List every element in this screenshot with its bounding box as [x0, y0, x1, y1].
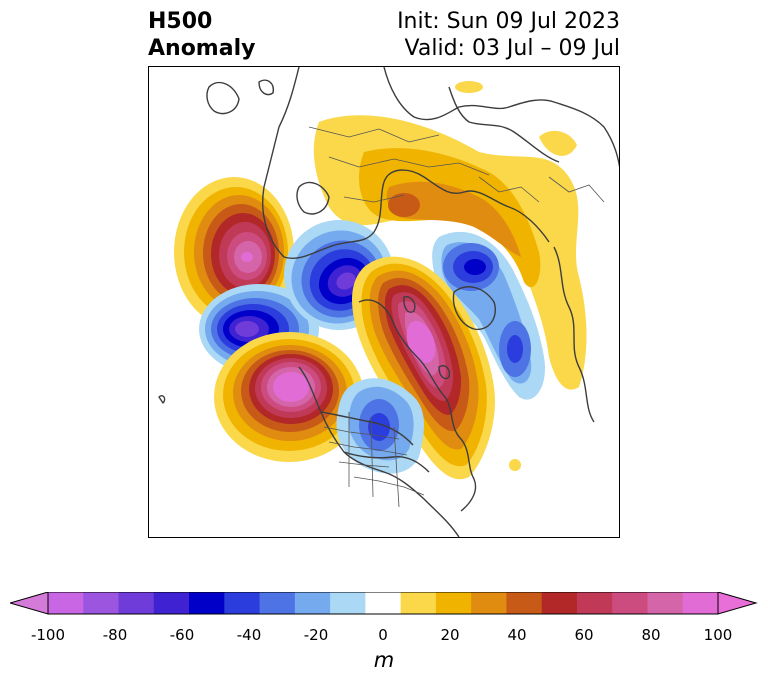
colorbar-tick-label: 60: [574, 626, 594, 644]
colorbar: [10, 592, 758, 615]
colorbar-segment: [118, 592, 155, 614]
colorbar-segment: [612, 592, 648, 614]
valid-range: Valid: 03 Jul – 09 Jul: [404, 36, 620, 61]
colorbar-tick-label: -80: [102, 626, 128, 644]
title-field: H500: [148, 9, 213, 34]
colorbar-tick-label: -60: [169, 626, 195, 644]
colorbar-segment: [541, 592, 578, 614]
colorbar-segment: [224, 592, 261, 614]
colorbar-tick-label: 0: [378, 626, 388, 644]
trough-siberia: [432, 231, 545, 400]
ridge-asia: [313, 81, 587, 471]
colorbar-segment: [506, 592, 543, 614]
colorbar-segment: [259, 592, 296, 614]
anomaly-map: [158, 67, 619, 537]
colorbar-tick-label: 80: [641, 626, 661, 644]
colorbar-unit: m: [373, 648, 395, 672]
colorbar-segments: [48, 592, 719, 614]
colorbar-segment: [400, 592, 437, 614]
colorbar-segment: [435, 592, 472, 614]
colorbar-outline: [47, 592, 719, 615]
colorbar-segment: [189, 592, 225, 614]
map-dates: Init: Sun 09 Jul 2023 Valid: 03 Jul – 09…: [397, 8, 620, 62]
init-date: Init: Sun 09 Jul 2023: [397, 9, 620, 34]
colorbar-segment: [365, 592, 402, 614]
colorbar-tick-label: 100: [703, 626, 733, 644]
colorbar-tick-label: 20: [440, 626, 460, 644]
title-field-sub: Anomaly: [148, 36, 256, 61]
political-borders: [308, 126, 605, 508]
colorbar-segment: [83, 592, 120, 614]
colorbar-tick-label: -100: [30, 626, 66, 644]
colorbar-segment: [153, 592, 190, 614]
colorbar-segment: [48, 592, 84, 614]
map-title: H500 Anomaly: [148, 8, 255, 62]
colorbar-tick-label: -20: [303, 626, 329, 644]
colorbar-segment: [576, 592, 613, 614]
colorbar-segment: [682, 592, 719, 614]
colorbar-under-arrow: [10, 592, 49, 615]
colorbar-segment: [330, 592, 366, 614]
trough-north-america: [336, 378, 424, 474]
colorbar-segment: [647, 592, 684, 614]
colorbar-tick-label: 40: [507, 626, 527, 644]
map-panel: [148, 66, 620, 538]
colorbar-segment: [471, 592, 507, 614]
coastlines: [158, 67, 619, 537]
colorbar-segment: [294, 592, 331, 614]
colorbar-over-arrow: [717, 592, 758, 615]
ridge-pacific: [214, 332, 364, 462]
colorbar-tick-label: -40: [236, 626, 262, 644]
